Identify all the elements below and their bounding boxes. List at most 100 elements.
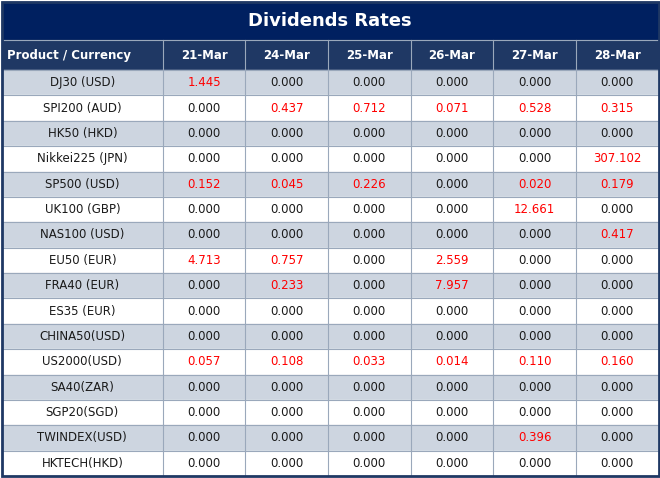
Text: 0.000: 0.000 <box>518 304 551 317</box>
Bar <box>576 40 659 70</box>
Text: ES35 (EUR): ES35 (EUR) <box>49 304 116 317</box>
Text: 0.000: 0.000 <box>518 152 551 165</box>
Text: TWINDEX(USD): TWINDEX(USD) <box>38 432 127 445</box>
Bar <box>163 146 246 172</box>
Text: 0.000: 0.000 <box>270 330 304 343</box>
Bar <box>576 400 659 425</box>
Text: EU50 (EUR): EU50 (EUR) <box>49 254 116 267</box>
Bar <box>246 349 328 374</box>
Bar <box>411 349 493 374</box>
Bar <box>576 273 659 298</box>
Bar <box>246 40 328 70</box>
Bar <box>493 298 576 324</box>
Text: 0.000: 0.000 <box>436 76 469 89</box>
Bar <box>576 70 659 96</box>
Text: 0.000: 0.000 <box>352 457 386 470</box>
Text: 0.000: 0.000 <box>270 76 304 89</box>
Bar <box>493 222 576 248</box>
Text: CHINA50(USD): CHINA50(USD) <box>40 330 125 343</box>
Text: 0.000: 0.000 <box>436 178 469 191</box>
Bar <box>163 248 246 273</box>
Text: 0.000: 0.000 <box>436 203 469 216</box>
Bar <box>2 70 163 96</box>
Bar <box>576 298 659 324</box>
Text: 0.000: 0.000 <box>352 127 386 140</box>
Bar <box>2 451 163 476</box>
Bar <box>411 40 493 70</box>
Bar <box>493 96 576 121</box>
Bar <box>163 96 246 121</box>
Bar <box>576 349 659 374</box>
Text: 0.000: 0.000 <box>601 330 634 343</box>
Text: 0.000: 0.000 <box>187 152 220 165</box>
Text: 0.000: 0.000 <box>601 203 634 216</box>
Bar <box>411 121 493 146</box>
Text: 0.233: 0.233 <box>270 279 304 292</box>
Text: 0.000: 0.000 <box>352 406 386 419</box>
Text: 0.000: 0.000 <box>436 380 469 394</box>
Text: 0.000: 0.000 <box>436 228 469 241</box>
Text: 0.000: 0.000 <box>352 76 386 89</box>
Text: 0.000: 0.000 <box>518 457 551 470</box>
Bar <box>411 172 493 197</box>
Text: 0.000: 0.000 <box>270 406 304 419</box>
Bar <box>163 298 246 324</box>
Text: 0.020: 0.020 <box>518 178 551 191</box>
Text: 0.000: 0.000 <box>436 406 469 419</box>
Bar <box>493 40 576 70</box>
Text: 0.000: 0.000 <box>270 457 304 470</box>
Bar <box>576 222 659 248</box>
Bar <box>493 324 576 349</box>
Text: 0.000: 0.000 <box>518 254 551 267</box>
Text: 0.000: 0.000 <box>187 330 220 343</box>
Bar <box>493 273 576 298</box>
Bar <box>2 248 163 273</box>
Bar <box>493 374 576 400</box>
Bar <box>493 121 576 146</box>
Bar <box>2 40 163 70</box>
Bar <box>328 172 411 197</box>
Text: 0.000: 0.000 <box>187 406 220 419</box>
Text: 27-Mar: 27-Mar <box>512 48 558 62</box>
Bar <box>493 349 576 374</box>
Text: 307.102: 307.102 <box>593 152 642 165</box>
Text: Dividends Rates: Dividends Rates <box>248 12 412 30</box>
Text: 0.000: 0.000 <box>436 457 469 470</box>
Text: 0.000: 0.000 <box>187 279 220 292</box>
Text: 0.000: 0.000 <box>352 152 386 165</box>
Bar <box>246 425 328 451</box>
Text: 0.000: 0.000 <box>352 254 386 267</box>
Bar <box>576 451 659 476</box>
Text: 0.000: 0.000 <box>187 380 220 394</box>
Text: 0.000: 0.000 <box>270 203 304 216</box>
Bar <box>246 121 328 146</box>
Text: 0.000: 0.000 <box>601 254 634 267</box>
Text: 0.000: 0.000 <box>352 380 386 394</box>
Text: US2000(USD): US2000(USD) <box>42 355 122 369</box>
Bar <box>328 40 411 70</box>
Bar <box>163 324 246 349</box>
Bar <box>2 197 163 222</box>
Text: NAS100 (USD): NAS100 (USD) <box>40 228 125 241</box>
Text: 0.000: 0.000 <box>187 101 220 115</box>
Text: 0.000: 0.000 <box>436 127 469 140</box>
Bar <box>493 400 576 425</box>
Bar <box>2 400 163 425</box>
Bar <box>411 400 493 425</box>
Text: 0.000: 0.000 <box>187 203 220 216</box>
Bar <box>493 172 576 197</box>
Bar <box>493 425 576 451</box>
Bar <box>576 96 659 121</box>
Text: 0.528: 0.528 <box>518 101 551 115</box>
Bar <box>328 70 411 96</box>
Text: 0.152: 0.152 <box>187 178 221 191</box>
Bar <box>328 121 411 146</box>
Text: SGP20(SGD): SGP20(SGD) <box>46 406 119 419</box>
Text: 0.110: 0.110 <box>518 355 551 369</box>
Bar <box>163 197 246 222</box>
Bar <box>163 400 246 425</box>
Bar <box>2 349 163 374</box>
Bar <box>2 273 163 298</box>
Bar <box>163 374 246 400</box>
Bar <box>246 400 328 425</box>
